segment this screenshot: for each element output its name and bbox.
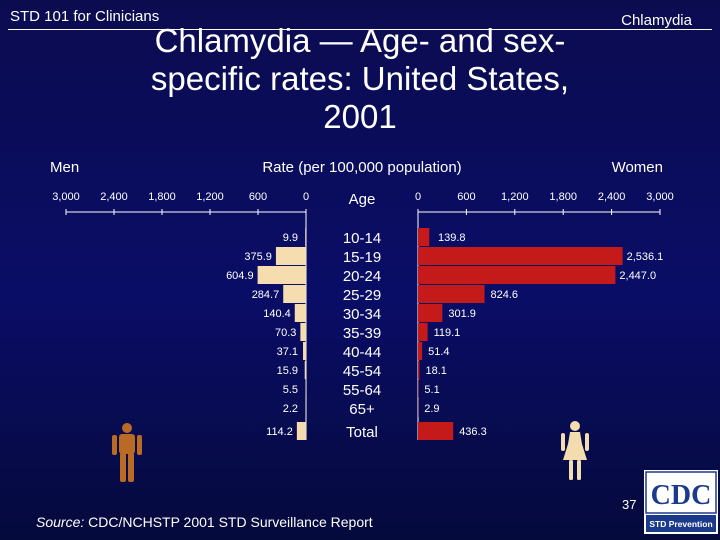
age-category-label: 55-64 [343, 382, 381, 399]
age-category-label: 40-44 [343, 344, 381, 361]
men-bar [257, 266, 306, 284]
men-value-label: 140.4 [263, 308, 291, 320]
header-right-text: Chlamydia [621, 12, 692, 29]
source-text: CDC/NCHSTP 2001 STD Surveillance Report [84, 514, 373, 530]
age-category-label: 25-29 [343, 287, 381, 304]
x-axis-label: Rate (per 100,000 population) [262, 159, 461, 176]
women-value-label: 5.1 [424, 384, 439, 396]
women-tick-label: 2,400 [598, 191, 626, 203]
women-tick-label: 600 [457, 191, 475, 203]
page-number: 37 [622, 497, 637, 512]
women-value-label: 301.9 [448, 308, 476, 320]
cdc-logo: CDC STD Prevention [644, 470, 718, 534]
men-value-label: 375.9 [244, 251, 272, 263]
men-value-label: 604.9 [226, 270, 254, 282]
men-tick-label: 3,000 [52, 191, 80, 203]
men-value-label: 114.2 [266, 426, 293, 438]
women-bar [418, 247, 623, 265]
women-bar [418, 266, 616, 284]
women-bar [418, 342, 423, 360]
source-label: Source: [36, 514, 85, 530]
source-note: Source: CDC/NCHSTP 2001 STD Surveillance… [36, 514, 373, 530]
age-category-label: 35-39 [343, 325, 381, 342]
women-value-label: 18.1 [425, 365, 446, 377]
slide-title-line-2: specific rates: United States, [150, 60, 570, 97]
women-bar [418, 361, 420, 379]
men-bar [294, 304, 306, 322]
men-value-label: 9.9 [283, 232, 298, 244]
men-bar [304, 361, 306, 379]
women-value-label: 139.8 [438, 232, 466, 244]
women-bar [418, 228, 430, 246]
men-value-label: 2.2 [283, 403, 298, 415]
header-rule [8, 29, 712, 30]
slide-title-line-1: Chlamydia — Age- and sex- [154, 22, 566, 59]
men-bar [303, 342, 306, 360]
men-group-label: Men [50, 159, 79, 176]
age-category-label: 30-34 [343, 306, 381, 323]
men-bar [275, 247, 306, 265]
women-value-label: 2.9 [424, 403, 439, 415]
slide-title-line-3: 2001 [323, 98, 397, 135]
age-axis-label: Age [349, 191, 376, 208]
age-category-label: 65+ [349, 401, 375, 418]
age-category-label: 20-24 [343, 268, 381, 285]
men-value-label: 284.7 [252, 289, 280, 301]
men-tick-label: 2,400 [100, 191, 128, 203]
men-value-label: 15.9 [277, 365, 298, 377]
men-value-label: 37.1 [277, 346, 298, 358]
men-bar [296, 422, 306, 440]
men-tick-label: 1,800 [148, 191, 176, 203]
man-figure-icon [112, 423, 142, 482]
age-category-label: 15-19 [343, 249, 381, 266]
woman-figure-icon [561, 421, 589, 480]
women-value-label: 119.1 [434, 327, 461, 339]
women-bar [418, 304, 443, 322]
men-tick-label: 0 [303, 191, 309, 203]
men-tick-label: 600 [249, 191, 267, 203]
age-category-labels: 10-14 15-19 20-24 25-29 30-34 35-39 40-44 45-54… [343, 230, 381, 441]
age-category-label: Total [346, 424, 378, 441]
men-bar [283, 285, 306, 303]
slide-title: Chlamydia — Age- and sex- specific rates… [90, 22, 630, 136]
women-bar-series [418, 228, 623, 440]
men-tick-label: 1,200 [196, 191, 224, 203]
women-value-label: 2,536.1 [627, 251, 664, 263]
women-group-label: Women [612, 159, 663, 176]
women-value-label: 2,447.0 [619, 270, 656, 282]
cdc-logo-text: CDC [651, 480, 712, 511]
men-value-labels: 9.9 375.9 604.9 284.7 140.4 70.3 37.1 15.9 5.5 2.… [226, 232, 298, 438]
women-tick-label: 1,800 [549, 191, 577, 203]
age-category-label: 45-54 [343, 363, 381, 380]
women-value-label: 436.3 [459, 426, 487, 438]
men-bar-series [257, 228, 306, 440]
header-left-text: STD 101 for Clinicians [10, 8, 160, 25]
men-value-label: 5.5 [283, 384, 298, 396]
men-bar [305, 228, 306, 246]
men-bar [300, 323, 306, 341]
women-value-label: 51.4 [428, 346, 449, 358]
cdc-logo-subtext: STD Prevention [649, 519, 712, 529]
women-bar [418, 422, 454, 440]
age-category-label: 10-14 [343, 230, 381, 247]
women-tick-label: 0 [415, 191, 421, 203]
women-value-labels: 139.8 2,536.1 2,447.0 824.6 301.9 119.1 51.4 18… [424, 232, 663, 438]
women-tick-label: 1,200 [501, 191, 529, 203]
women-value-label: 824.6 [491, 289, 519, 301]
women-tick-label: 3,000 [646, 191, 674, 203]
men-value-label: 70.3 [275, 327, 296, 339]
women-bar [418, 323, 428, 341]
women-bar [418, 285, 485, 303]
